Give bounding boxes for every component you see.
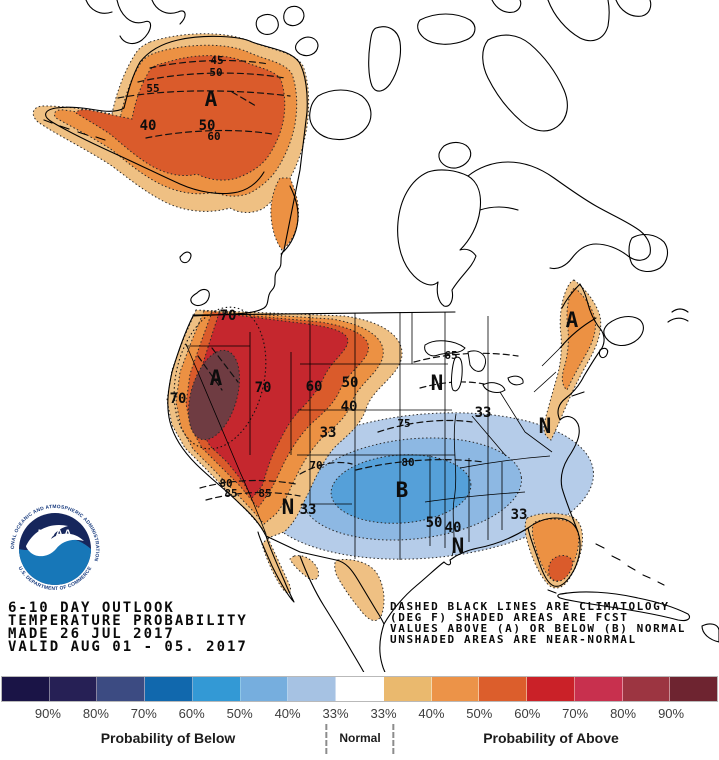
legend-above-label: Probability of Above bbox=[483, 730, 619, 746]
map-label-value: 65 bbox=[444, 349, 457, 362]
map-label-letter: A bbox=[566, 308, 579, 332]
map-label-value: 33 bbox=[320, 425, 337, 441]
coastlines-and-borders bbox=[43, 0, 719, 672]
map-label-value: 70 bbox=[170, 391, 187, 407]
legend-tick: 80% bbox=[82, 706, 109, 721]
region-west-above-80pct bbox=[188, 349, 240, 441]
map-label-value: 85 bbox=[258, 487, 271, 500]
region-below-50pct bbox=[330, 454, 472, 524]
logo-seagull-icon bbox=[26, 524, 84, 557]
region-alaska-above-50pct bbox=[75, 55, 286, 181]
probability-legend: 90% 80% 70% 60% 50% 40% 33% 33% 40% 50% 60% 70% 80% 9… bbox=[0, 672, 719, 760]
legend-tick: 70% bbox=[130, 706, 157, 721]
note-line-4: UNSHADED AREAS ARE NEAR-NORMAL bbox=[390, 633, 637, 646]
title-block: 6-10 DAY OUTLOOK TEMPERATURE PROBABILITY… bbox=[8, 600, 248, 655]
contour-west-70pct bbox=[173, 306, 267, 450]
legend-segment bbox=[336, 677, 384, 701]
note-block: DASHED BLACK LINES ARE CLIMATOLOGY (DEG … bbox=[390, 600, 686, 646]
legend-tick: 33% bbox=[370, 706, 397, 721]
map-label-value: 50 bbox=[199, 118, 216, 134]
climatology-dashed-lines bbox=[117, 59, 519, 501]
map-label-letter: N bbox=[539, 414, 552, 438]
legend-tick: 90% bbox=[658, 706, 685, 721]
legend-tick: 40% bbox=[418, 706, 445, 721]
legend-segment bbox=[431, 677, 480, 701]
map-label-value: 40 bbox=[445, 520, 462, 536]
legend-tick: 50% bbox=[466, 706, 493, 721]
map-label-value: 70 bbox=[255, 380, 272, 396]
map-label-letter: N bbox=[431, 371, 444, 395]
legend-segment bbox=[2, 677, 50, 701]
logo-acronym: NOAA bbox=[38, 528, 72, 540]
legend-segment bbox=[288, 677, 337, 701]
region-panhandle-above-40pct bbox=[270, 177, 299, 251]
note-line-3: VALUES ABOVE (A) OR BELOW (B) NORMAL bbox=[390, 622, 686, 635]
legend-tick: 60% bbox=[178, 706, 205, 721]
legend-tick: 40% bbox=[274, 706, 301, 721]
map-label-value: 50 bbox=[209, 66, 222, 79]
map-label-value: 33 bbox=[511, 507, 528, 523]
map-label-letter: A bbox=[205, 87, 218, 111]
map-label-value: 60 bbox=[207, 130, 220, 143]
map-label-letter: A bbox=[210, 366, 223, 390]
title-line-3: MADE 26 JUL 2017 bbox=[8, 626, 175, 642]
legend-segment bbox=[622, 677, 671, 701]
map-label-value: 85 bbox=[224, 487, 237, 500]
legend-segment bbox=[383, 677, 432, 701]
map-label-value: 80 bbox=[401, 456, 414, 469]
legend-normal-label: Normal bbox=[325, 724, 395, 754]
map-label-value: 33 bbox=[475, 405, 492, 421]
legend-segment bbox=[527, 677, 575, 701]
legend-segment bbox=[49, 677, 98, 701]
legend-segment bbox=[479, 677, 528, 701]
note-line-2: (DEG F) SHADED AREAS ARE FCST bbox=[390, 611, 628, 624]
legend-tick: 80% bbox=[610, 706, 637, 721]
map-label-value: 75 bbox=[397, 417, 410, 430]
map-label-letter: N bbox=[452, 534, 465, 558]
region-south-texas-above-33pct bbox=[334, 559, 385, 621]
legend-tick: 90% bbox=[34, 706, 61, 721]
legend-segment bbox=[670, 677, 718, 701]
legend-segment bbox=[97, 677, 146, 701]
map-label-letter: N bbox=[282, 495, 295, 519]
title-line-1: 6-10 DAY OUTLOOK bbox=[8, 600, 175, 616]
legend-segment bbox=[574, 677, 623, 701]
legend-segment bbox=[192, 677, 241, 701]
map-label-letter: B bbox=[396, 478, 409, 502]
legend-tick: 33% bbox=[322, 706, 349, 721]
map-label-value: 55 bbox=[146, 82, 159, 95]
map-label-value: 50 bbox=[426, 515, 443, 531]
legend-segment bbox=[145, 677, 193, 701]
title-line-4: VALID AUG 01 - 05. 2017 bbox=[8, 639, 248, 655]
map-label-value: 80 bbox=[219, 477, 232, 490]
region-florida-above-50pct bbox=[548, 555, 573, 582]
legend-colorbar bbox=[1, 676, 718, 702]
legend-segment bbox=[240, 677, 289, 701]
map-label-value: 40 bbox=[140, 118, 157, 134]
map-label-value: 40 bbox=[341, 399, 358, 415]
map-label-value: 50 bbox=[342, 375, 359, 391]
map-label-value: 70 bbox=[220, 308, 237, 324]
legend-tick: 60% bbox=[514, 706, 541, 721]
note-line-1: DASHED BLACK LINES ARE CLIMATOLOGY bbox=[390, 600, 670, 613]
map-label-value: 60 bbox=[306, 379, 323, 395]
map-label-value: 45 bbox=[210, 54, 223, 67]
legend-below-label: Probability of Below bbox=[100, 730, 236, 746]
title-line-2: TEMPERATURE PROBABILITY bbox=[8, 613, 248, 629]
legend-tick: 50% bbox=[226, 706, 253, 721]
legend-tick: 70% bbox=[562, 706, 589, 721]
map-label-value: 70 bbox=[309, 459, 322, 472]
map-label-value: 33 bbox=[300, 502, 317, 518]
